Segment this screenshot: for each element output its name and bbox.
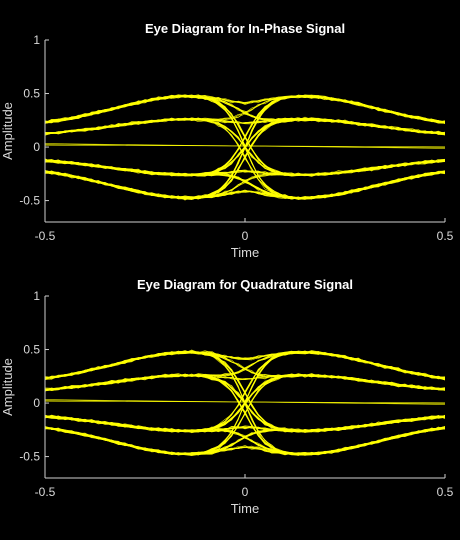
eye-trace — [45, 427, 445, 456]
y-tick-label: 0.5 — [23, 87, 40, 101]
y-tick-label: -0.5 — [19, 194, 40, 208]
eye-trace — [45, 96, 445, 176]
eye-trace — [45, 351, 445, 391]
plot-in-phase: -0.5 0 0.5 -0.5 0 0.5 1 Eye Diagram for In-Phas… — [0, 21, 454, 260]
x-tick-label: 0.5 — [437, 485, 454, 499]
eye-trace — [45, 350, 445, 391]
eye-trace — [45, 94, 445, 135]
eye-trace — [45, 427, 445, 455]
eye-traces — [45, 94, 445, 201]
y-tick-label: 0.5 — [23, 343, 40, 357]
eye-trace — [45, 95, 445, 123]
eye-trace — [45, 350, 445, 379]
x-axis-label: Time — [231, 245, 259, 260]
x-tick-label: -0.5 — [35, 229, 56, 243]
eye-trace — [45, 95, 445, 135]
eye-trace — [45, 143, 445, 149]
x-tick-label: 0.5 — [437, 229, 454, 243]
eye-trace — [45, 427, 445, 456]
x-tick-label: -0.5 — [35, 485, 56, 499]
eye-trace — [45, 374, 445, 456]
eye-trace — [45, 119, 445, 200]
eye-trace — [45, 374, 445, 456]
eye-trace — [45, 374, 445, 455]
eye-trace — [45, 159, 445, 200]
y-tick-label: 1 — [33, 289, 40, 303]
eye-trace — [45, 350, 445, 380]
eye-trace — [45, 351, 445, 379]
eye-traces — [45, 349, 445, 457]
eye-trace — [45, 374, 445, 456]
eye-trace — [45, 95, 445, 176]
eye-trace — [45, 399, 445, 405]
y-tick-label: 1 — [33, 33, 40, 47]
eye-trace — [45, 94, 445, 135]
x-axis-label: Time — [231, 501, 259, 516]
eye-trace — [45, 415, 445, 433]
chart-title: Eye Diagram for In-Phase Signal — [145, 21, 345, 36]
eye-trace — [45, 350, 445, 379]
eye-trace — [45, 117, 445, 134]
eye-trace — [45, 415, 445, 455]
eye-trace — [45, 94, 445, 123]
chart-title: Eye Diagram for Quadrature Signal — [137, 277, 353, 292]
eye-trace — [45, 117, 445, 200]
eye-trace — [45, 117, 445, 201]
eye-trace — [45, 374, 445, 456]
plot-quadrature: -0.5 0 0.5 -0.5 0 0.5 1 Eye Diagram for Quadrat… — [0, 277, 454, 516]
eye-trace — [45, 374, 445, 455]
eye-trace — [45, 427, 445, 456]
y-axis-label: Amplitude — [0, 102, 15, 160]
eye-trace — [45, 117, 445, 199]
eye-trace — [45, 427, 445, 456]
eye-trace — [45, 350, 445, 432]
x-tick-label: 0 — [242, 485, 249, 499]
eye-trace — [45, 373, 445, 455]
eye-trace — [45, 349, 445, 379]
eye-trace — [45, 374, 445, 456]
y-axis-label: Amplitude — [0, 358, 15, 416]
eye-trace — [45, 171, 445, 200]
eye-trace — [45, 94, 445, 176]
eye-trace — [45, 351, 445, 432]
x-tick-label: 0 — [242, 229, 249, 243]
y-tick-label: 0 — [33, 140, 40, 154]
y-tick-label: 0 — [33, 396, 40, 410]
y-tick-label: -0.5 — [19, 450, 40, 464]
